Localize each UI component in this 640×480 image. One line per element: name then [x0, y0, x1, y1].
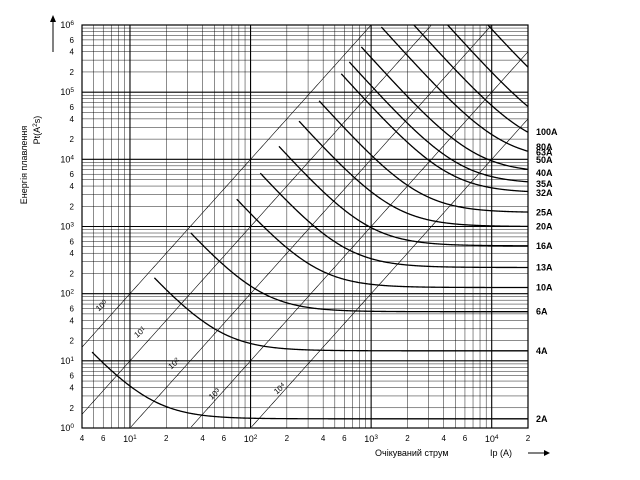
svg-text:Pt(A2s): Pt(A2s)	[32, 116, 42, 145]
svg-text:Енергія плавлення: Енергія плавлення	[19, 126, 29, 205]
svg-text:4: 4	[321, 434, 326, 443]
svg-text:Очікуваний струм: Очікуваний струм	[375, 448, 449, 458]
svg-text:20A: 20A	[536, 222, 553, 232]
svg-text:100: 100	[60, 423, 74, 433]
svg-text:4: 4	[70, 115, 75, 124]
svg-text:2: 2	[164, 434, 169, 443]
svg-text:106: 106	[60, 20, 74, 30]
svg-text:6A: 6A	[536, 307, 548, 317]
svg-text:6: 6	[70, 36, 75, 45]
svg-text:101: 101	[123, 434, 137, 444]
svg-text:2: 2	[70, 404, 75, 413]
svg-text:10A: 10A	[536, 283, 553, 293]
svg-text:35A: 35A	[536, 179, 553, 189]
svg-text:6: 6	[70, 103, 75, 112]
svg-text:2: 2	[70, 68, 75, 77]
svg-text:6: 6	[70, 305, 75, 314]
svg-text:103: 103	[207, 386, 223, 401]
svg-text:4: 4	[70, 48, 75, 57]
svg-text:103: 103	[60, 222, 74, 232]
svg-text:104: 104	[272, 381, 288, 396]
svg-text:4: 4	[80, 434, 85, 443]
svg-text:25A: 25A	[536, 208, 553, 218]
svg-text:102: 102	[244, 434, 258, 444]
svg-text:13A: 13A	[536, 263, 553, 273]
svg-text:6: 6	[222, 434, 227, 443]
svg-text:2: 2	[70, 337, 75, 346]
svg-text:6: 6	[70, 372, 75, 381]
svg-text:103: 103	[364, 434, 378, 444]
svg-text:6: 6	[101, 434, 106, 443]
svg-text:2: 2	[405, 434, 410, 443]
svg-text:4: 4	[70, 182, 75, 191]
svg-text:105: 105	[60, 87, 74, 97]
svg-text:4: 4	[70, 316, 75, 325]
svg-text:6: 6	[342, 434, 347, 443]
svg-text:2A: 2A	[536, 414, 548, 424]
svg-text:2: 2	[285, 434, 290, 443]
svg-text:4: 4	[441, 434, 446, 443]
svg-text:4: 4	[70, 249, 75, 258]
svg-text:102: 102	[167, 356, 183, 371]
svg-text:80A: 80A	[536, 142, 553, 152]
svg-text:Ip (A): Ip (A)	[490, 448, 512, 458]
svg-text:32A: 32A	[536, 188, 553, 198]
svg-text:4: 4	[200, 434, 205, 443]
svg-text:16A: 16A	[536, 241, 553, 251]
svg-text:104: 104	[60, 154, 74, 164]
svg-text:101: 101	[132, 324, 148, 339]
svg-text:2: 2	[70, 202, 75, 211]
svg-text:101: 101	[60, 356, 74, 366]
svg-text:6: 6	[463, 434, 468, 443]
svg-text:4A: 4A	[536, 346, 548, 356]
svg-text:100A: 100A	[536, 127, 558, 137]
svg-text:6: 6	[70, 237, 75, 246]
svg-text:2: 2	[70, 269, 75, 278]
svg-text:2: 2	[526, 434, 531, 443]
svg-text:40A: 40A	[536, 168, 553, 178]
svg-text:104: 104	[485, 434, 499, 444]
svg-text:102: 102	[60, 289, 74, 299]
svg-text:4: 4	[70, 384, 75, 393]
svg-text:6: 6	[70, 170, 75, 179]
svg-text:2: 2	[70, 135, 75, 144]
